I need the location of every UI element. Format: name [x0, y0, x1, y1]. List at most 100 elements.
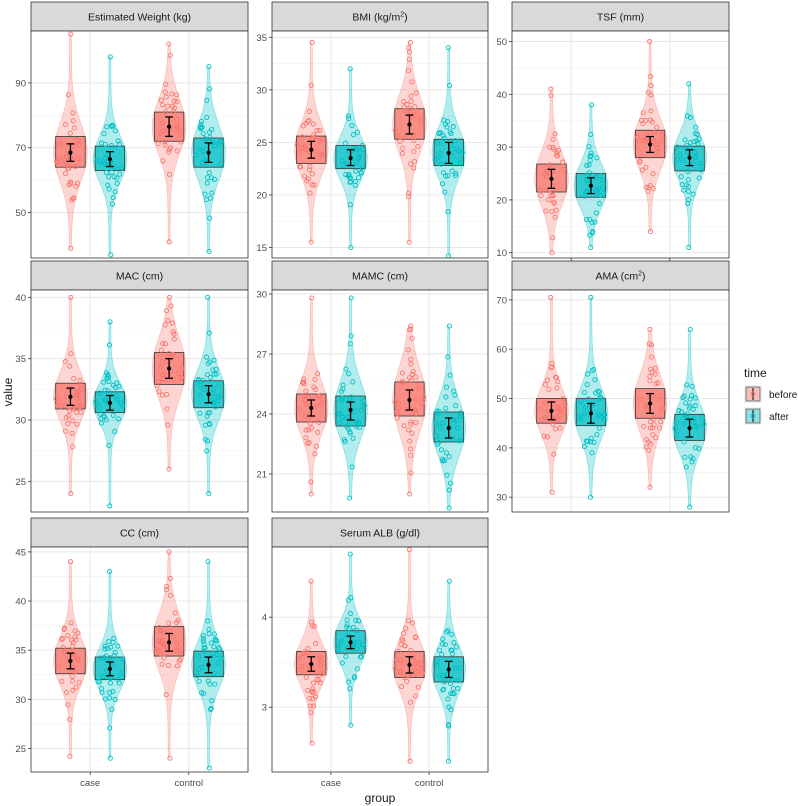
- data-point: [407, 438, 413, 444]
- data-point: [307, 164, 313, 170]
- data-point: [101, 674, 107, 680]
- data-point: [316, 419, 322, 425]
- data-point: [408, 470, 414, 476]
- data-point: [356, 154, 362, 160]
- data-point: [439, 673, 446, 679]
- data-point: [216, 646, 223, 652]
- data-point: [358, 407, 364, 413]
- data-point: [442, 642, 448, 648]
- data-point: [544, 434, 550, 440]
- data-point: [361, 403, 367, 409]
- data-point: [315, 672, 321, 679]
- data-point: [456, 665, 463, 671]
- mean-point: [446, 150, 451, 156]
- data-point: [317, 663, 324, 669]
- data-point: [114, 180, 120, 187]
- data-point: [205, 678, 211, 684]
- data-point: [413, 693, 419, 699]
- data-point: [440, 687, 446, 693]
- data-point: [543, 208, 549, 214]
- data-point: [404, 102, 410, 108]
- data-point: [120, 656, 126, 662]
- data-point: [354, 129, 360, 135]
- data-point: [350, 132, 357, 138]
- data-point: [583, 405, 589, 411]
- data-point: [687, 114, 693, 120]
- data-point: [303, 435, 309, 441]
- data-point: [215, 660, 221, 666]
- data-point: [317, 127, 323, 133]
- data-point: [63, 151, 69, 157]
- y-tick-label: 15: [256, 243, 267, 254]
- mean-point: [68, 150, 73, 155]
- data-point: [65, 702, 71, 708]
- data-point: [647, 378, 653, 384]
- mean-point: [348, 407, 353, 413]
- data-point: [160, 128, 166, 134]
- panel-strip: [271, 517, 489, 548]
- data-point: [407, 105, 413, 111]
- data-point: [157, 627, 163, 633]
- data-point: [434, 441, 440, 447]
- data-point: [207, 134, 213, 140]
- data-point: [404, 678, 410, 685]
- data-point: [199, 664, 205, 670]
- data-point: [648, 441, 654, 447]
- data-point: [440, 458, 446, 464]
- data-point: [199, 690, 205, 696]
- data-point: [297, 164, 303, 170]
- data-point: [346, 116, 352, 122]
- data-point: [317, 138, 323, 144]
- data-point: [419, 670, 425, 676]
- data-point: [319, 151, 325, 158]
- data-point: [315, 393, 322, 399]
- data-point: [654, 149, 661, 155]
- data-point: [587, 216, 593, 222]
- data-point: [200, 148, 206, 154]
- data-point: [200, 636, 207, 642]
- data-point: [109, 706, 115, 712]
- data-point: [68, 491, 74, 497]
- data-point: [156, 388, 162, 394]
- data-point: [594, 187, 600, 194]
- data-point: [305, 176, 311, 182]
- data-point: [177, 656, 184, 663]
- mean-point: [348, 640, 353, 645]
- data-point: [685, 200, 691, 206]
- data-point: [692, 423, 698, 430]
- data-point: [165, 132, 171, 138]
- panel-title: MAC (cm): [116, 271, 163, 283]
- data-point: [318, 153, 324, 159]
- data-point: [457, 437, 464, 444]
- y-tick-label: 40: [496, 443, 507, 454]
- data-point: [445, 354, 451, 360]
- data-point: [70, 678, 76, 684]
- data-point: [687, 504, 693, 510]
- data-point: [308, 239, 314, 245]
- data-point: [696, 446, 702, 452]
- data-point: [304, 402, 310, 408]
- data-point: [392, 127, 398, 133]
- data-point: [443, 384, 449, 390]
- data-point: [335, 645, 342, 651]
- data-point: [309, 171, 315, 177]
- data-point: [305, 441, 311, 447]
- data-point: [343, 171, 349, 177]
- data-point: [349, 464, 355, 470]
- data-point: [433, 433, 440, 439]
- data-point: [107, 680, 114, 686]
- data-point: [692, 155, 698, 161]
- data-point: [108, 252, 114, 258]
- data-point: [112, 189, 118, 195]
- data-point: [65, 92, 71, 98]
- data-point: [546, 144, 553, 150]
- data-point: [359, 165, 365, 171]
- data-point: [305, 646, 311, 652]
- data-point: [69, 197, 75, 203]
- data-point: [450, 124, 456, 130]
- data-point: [588, 244, 594, 250]
- data-point: [641, 423, 647, 430]
- data-point: [211, 371, 217, 377]
- data-point: [212, 404, 219, 410]
- data-point: [174, 99, 180, 105]
